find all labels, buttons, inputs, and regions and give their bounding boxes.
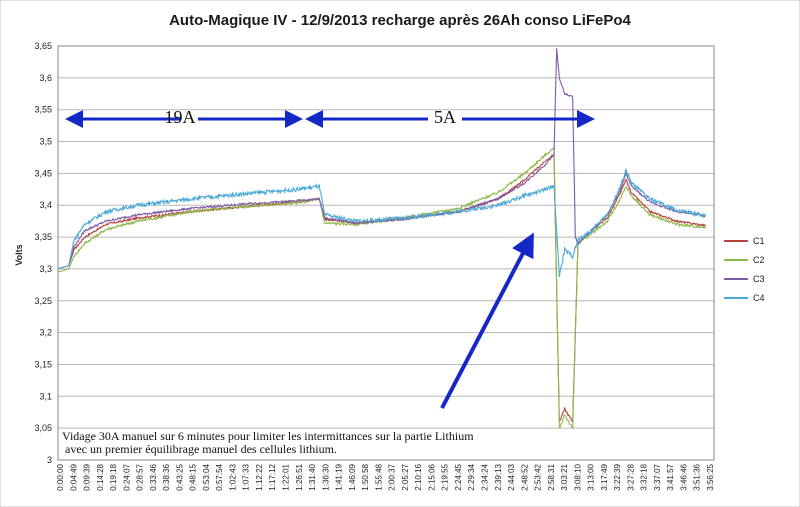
x-tick-label: 1:22:01 [282, 463, 291, 490]
x-tick-label: 3:46:46 [679, 463, 688, 490]
note-line-1: Vidage 30A manuel sur 6 minutes pour lim… [62, 429, 474, 443]
label-19a: 19A [165, 107, 196, 127]
annotation-5a: 5A [305, 107, 595, 128]
y-tick-label: 3,15 [34, 359, 52, 369]
y-axis-ticks: 3 3,05 3,1 3,15 3,2 3,25 3,3 3,35 3,4 3,45 3,5 3,55… [34, 41, 52, 465]
x-tick-label: 2:10:16 [414, 463, 423, 490]
x-tick-label: 1:46:09 [348, 463, 357, 490]
x-axis-ticks: 0:00:00 0:04:49 0:09:39 0:14:28 0:19:18 0:24:… [56, 463, 715, 490]
x-tick-label: 0:19:18 [109, 463, 118, 490]
x-tick-label: 1:41:19 [335, 463, 344, 490]
y-tick-label: 3,25 [34, 296, 52, 306]
x-tick-label: 3:41:57 [666, 463, 675, 490]
x-tick-label: 1:02:43 [228, 463, 237, 490]
x-tick-label: 3:08:10 [573, 463, 582, 490]
x-tick-label: 1:36:30 [321, 463, 330, 490]
y-tick-label: 3,05 [34, 423, 52, 433]
y-tick-label: 3,4 [39, 200, 52, 210]
series-line-c2 [57, 147, 707, 430]
y-tick-label: 3,5 [39, 137, 52, 147]
x-tick-label: 0:38:36 [162, 463, 171, 490]
y-tick-label: 3,1 [39, 391, 52, 401]
x-tick-label: 3:27:28 [626, 463, 635, 490]
x-tick-label: 0:24:07 [122, 463, 131, 490]
x-tick-label: 3:51:36 [693, 463, 702, 490]
arrow-note [440, 232, 534, 409]
x-tick-label: 0:33:46 [149, 463, 158, 490]
x-tick-label: 2:00:37 [388, 463, 397, 490]
x-tick-label: 3:03:21 [560, 463, 569, 490]
x-tick-label: 1:07:33 [242, 463, 251, 490]
x-tick-label: 1:50:58 [361, 463, 370, 490]
y-tick-label: 3 [47, 455, 52, 465]
label-5a: 5A [434, 107, 456, 127]
legend-label-c4: C4 [753, 293, 765, 303]
plot-frame [57, 45, 715, 461]
x-tick-label: 0:43:25 [175, 463, 184, 490]
y-tick-label: 3,6 [39, 73, 52, 83]
x-tick-label: 2:34:24 [480, 463, 489, 490]
x-tick-label: 2:29:34 [467, 463, 476, 490]
y-tick-label: 3,45 [34, 168, 52, 178]
x-tick-label: 0:57:54 [215, 463, 224, 490]
x-tick-label: 0:53:04 [202, 463, 211, 490]
x-tick-label: 3:37:07 [653, 463, 662, 490]
y-tick-label: 3,35 [34, 232, 52, 242]
x-tick-label: 2:39:13 [494, 463, 503, 490]
x-tick-label: 3:32:18 [640, 463, 649, 490]
x-tick-label: 1:31:40 [308, 463, 317, 490]
x-tick-label: 0:09:39 [83, 463, 92, 490]
x-tick-label: 1:26:51 [295, 463, 304, 490]
x-tick-label: 1:17:12 [268, 463, 277, 490]
y-tick-label: 3,55 [34, 105, 52, 115]
legend-label-c2: C2 [753, 255, 765, 265]
x-tick-label: 3:17:49 [600, 463, 609, 490]
series-line-c4 [57, 168, 707, 278]
x-tick-label: 3:56:25 [706, 463, 715, 490]
y-tick-label: 3,3 [39, 264, 52, 274]
x-tick-label: 2:53:42 [534, 463, 543, 490]
y-tick-label: 3,65 [34, 41, 52, 51]
x-tick-label: 2:48:52 [520, 463, 529, 490]
legend-label-c1: C1 [753, 236, 765, 246]
x-tick-label: 2:05:27 [401, 463, 410, 490]
x-tick-label: 1:12:22 [255, 463, 264, 490]
chart-title: Auto-Magique IV - 12/9/2013 recharge apr… [169, 12, 631, 29]
x-tick-label: 1:55:48 [374, 463, 383, 490]
x-tick-label: 2:44:03 [507, 463, 516, 490]
y-axis-title: Volts [14, 244, 24, 265]
x-tick-label: 0:48:15 [189, 463, 198, 490]
x-tick-label: 0:14:28 [96, 463, 105, 490]
x-tick-label: 2:24:45 [454, 463, 463, 490]
legend-label-c3: C3 [753, 274, 765, 284]
series-group [57, 48, 707, 430]
x-tick-label: 3:22:39 [613, 463, 622, 490]
x-tick-label: 2:19:55 [441, 463, 450, 490]
note-line-2: avec un premier équilibrage manuel des c… [62, 442, 337, 456]
x-tick-label: 3:13:00 [587, 463, 596, 490]
x-tick-label: 0:28:57 [136, 463, 145, 490]
annotation-19a: 19A [65, 107, 303, 128]
legend: C1 C2 C3 C4 [724, 236, 765, 303]
x-tick-label: 0:04:49 [69, 463, 78, 490]
x-tick-label: 2:58:31 [547, 463, 556, 490]
x-tick-label: 0:00:00 [56, 463, 65, 490]
x-tick-label: 2:15:06 [427, 463, 436, 490]
y-tick-label: 3,2 [39, 328, 52, 338]
